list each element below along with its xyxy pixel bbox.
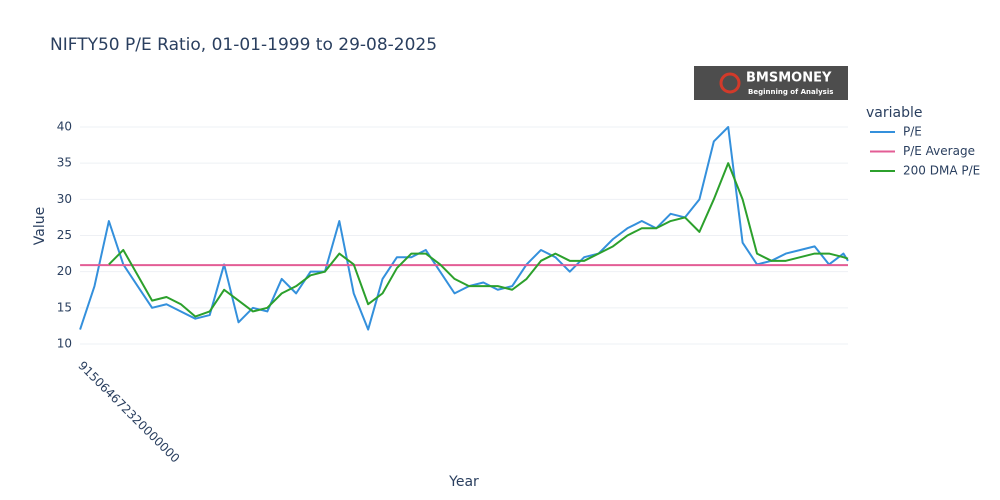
x-tick-label: 915064672320000000 [75, 358, 182, 465]
y-tick-label: 20 [57, 264, 72, 278]
legend-label: P/E Average [903, 144, 975, 158]
legend-title: variable [866, 105, 922, 121]
x-axis-title: Year [448, 474, 479, 490]
logo-tagline: Beginning of Analysis [748, 88, 833, 96]
logo-icon [719, 72, 741, 94]
y-tick-label: 10 [57, 337, 72, 351]
y-tick-label: 15 [57, 300, 72, 314]
y-tick-label: 40 [57, 120, 72, 134]
logo-name: BMSMONEY [746, 71, 832, 86]
y-tick-label: 35 [57, 156, 72, 170]
legend-label: P/E [903, 125, 922, 139]
y-tick-label: 30 [57, 192, 72, 206]
logo: BMSMONEY Beginning of Analysis [694, 66, 848, 100]
y-axis-title: Value [32, 207, 48, 245]
series-line [108, 162, 849, 318]
series-line [79, 126, 849, 331]
legend-label: 200 DMA P/E [903, 164, 980, 178]
chart-title: NIFTY50 P/E Ratio, 01-01-1999 to 29-08-2… [50, 35, 437, 55]
y-tick-label: 25 [57, 228, 72, 242]
